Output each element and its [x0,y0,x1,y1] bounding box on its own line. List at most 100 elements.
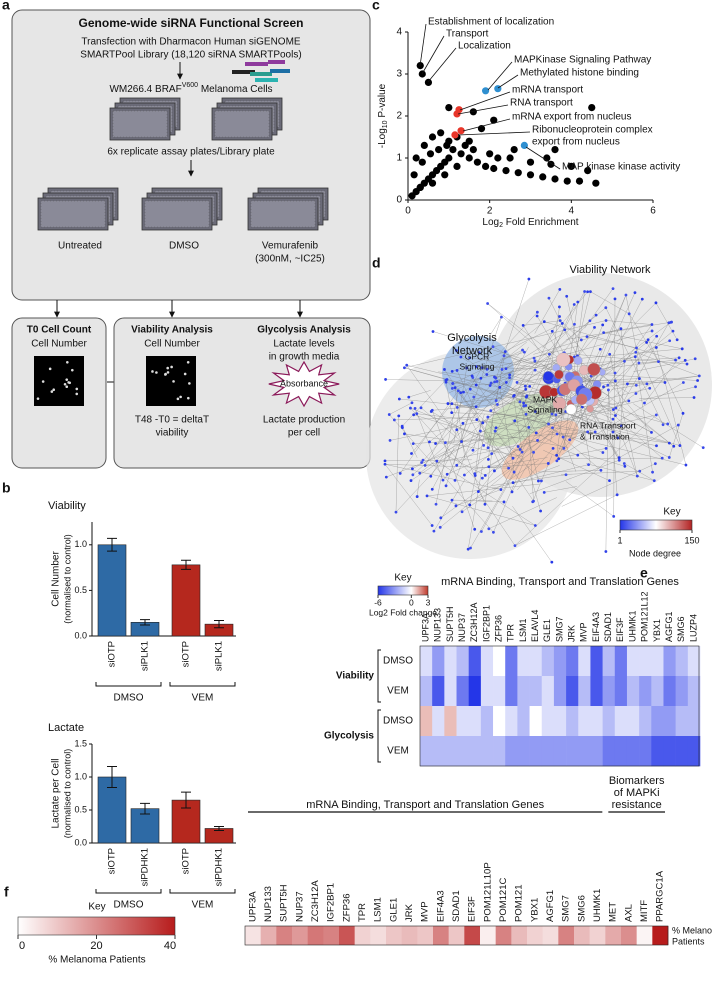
node [619,327,623,331]
cell [166,366,170,370]
chart-title: Lactate [48,722,84,734]
edge [581,453,625,467]
node [576,453,580,457]
node [670,320,673,324]
node [546,462,550,465]
edge [609,354,638,477]
heat-cell [420,706,433,737]
edge [516,324,575,383]
point [453,110,461,118]
column-label: POM121 [514,885,525,923]
edge [460,392,534,502]
edge [451,412,533,417]
column-label: TPR [357,903,368,922]
heat-cell [511,926,528,945]
node [650,430,653,434]
y-tick-label: 0.0 [74,837,87,847]
row-label: DMSO [383,656,413,667]
node [507,466,511,470]
node [456,389,460,393]
key-title: Key [394,573,411,584]
heat-cell [529,676,543,707]
point [490,164,498,173]
node [674,358,677,362]
row-label: % Melanoma [672,925,712,935]
edge [452,499,493,502]
edge [404,320,607,368]
bar [97,544,127,637]
point [426,150,435,158]
node [434,442,437,445]
heat-cell [505,676,518,707]
treatment-label: Vemurafenib [262,241,319,252]
colorbar-label: % Melanoma Patients [48,955,145,966]
node [655,334,659,338]
node [435,459,439,463]
colorbar-tick: 150 [684,535,699,545]
node [543,371,554,382]
node [481,421,485,425]
cell [179,395,182,399]
node [480,476,484,480]
column-label: POM121L12 [640,591,650,642]
node [650,329,654,333]
node [412,413,416,417]
node [460,510,464,514]
node [637,377,641,380]
node [493,380,497,384]
heat-cell [614,706,628,737]
heat-cell [245,926,261,945]
point [473,158,482,166]
edge [431,411,514,459]
point [481,162,490,170]
node [383,459,387,463]
node [489,409,493,413]
edge [529,460,620,494]
node [555,453,559,457]
point [412,154,420,162]
point [441,171,449,179]
annotation: RNA transport [510,98,573,109]
node [547,352,551,356]
y-axis-label: Cell Number [51,551,62,607]
node [400,426,404,430]
network-label: & Translation [580,431,630,441]
node [696,379,699,382]
edge [487,371,528,448]
node [579,338,583,342]
column-label: LSM1 [373,897,384,922]
edge [489,371,513,386]
annotation: Methylated histone binding [520,68,639,79]
node [459,355,463,359]
error-bar [107,765,117,789]
heat-cell [432,646,445,677]
node [425,494,429,498]
leader-line [459,91,511,111]
node [547,422,550,426]
node [492,530,495,534]
node [534,410,537,413]
heat-cell [420,676,433,707]
node [523,384,527,388]
cell [75,392,79,396]
point [420,141,428,149]
node [539,509,543,513]
point [575,177,584,185]
node [511,481,515,485]
edge [495,413,543,428]
edge [412,426,493,469]
node [611,430,615,434]
edge [514,494,618,546]
node [667,441,671,445]
edge [638,361,659,364]
column-label: ZFP36 [341,893,352,922]
node [542,490,546,494]
node [521,348,524,352]
point [510,146,518,154]
heat-cell [420,646,433,677]
edge [395,415,399,513]
heat-cell [401,926,418,945]
cell [75,387,79,391]
edge [639,397,695,399]
node [586,430,590,434]
